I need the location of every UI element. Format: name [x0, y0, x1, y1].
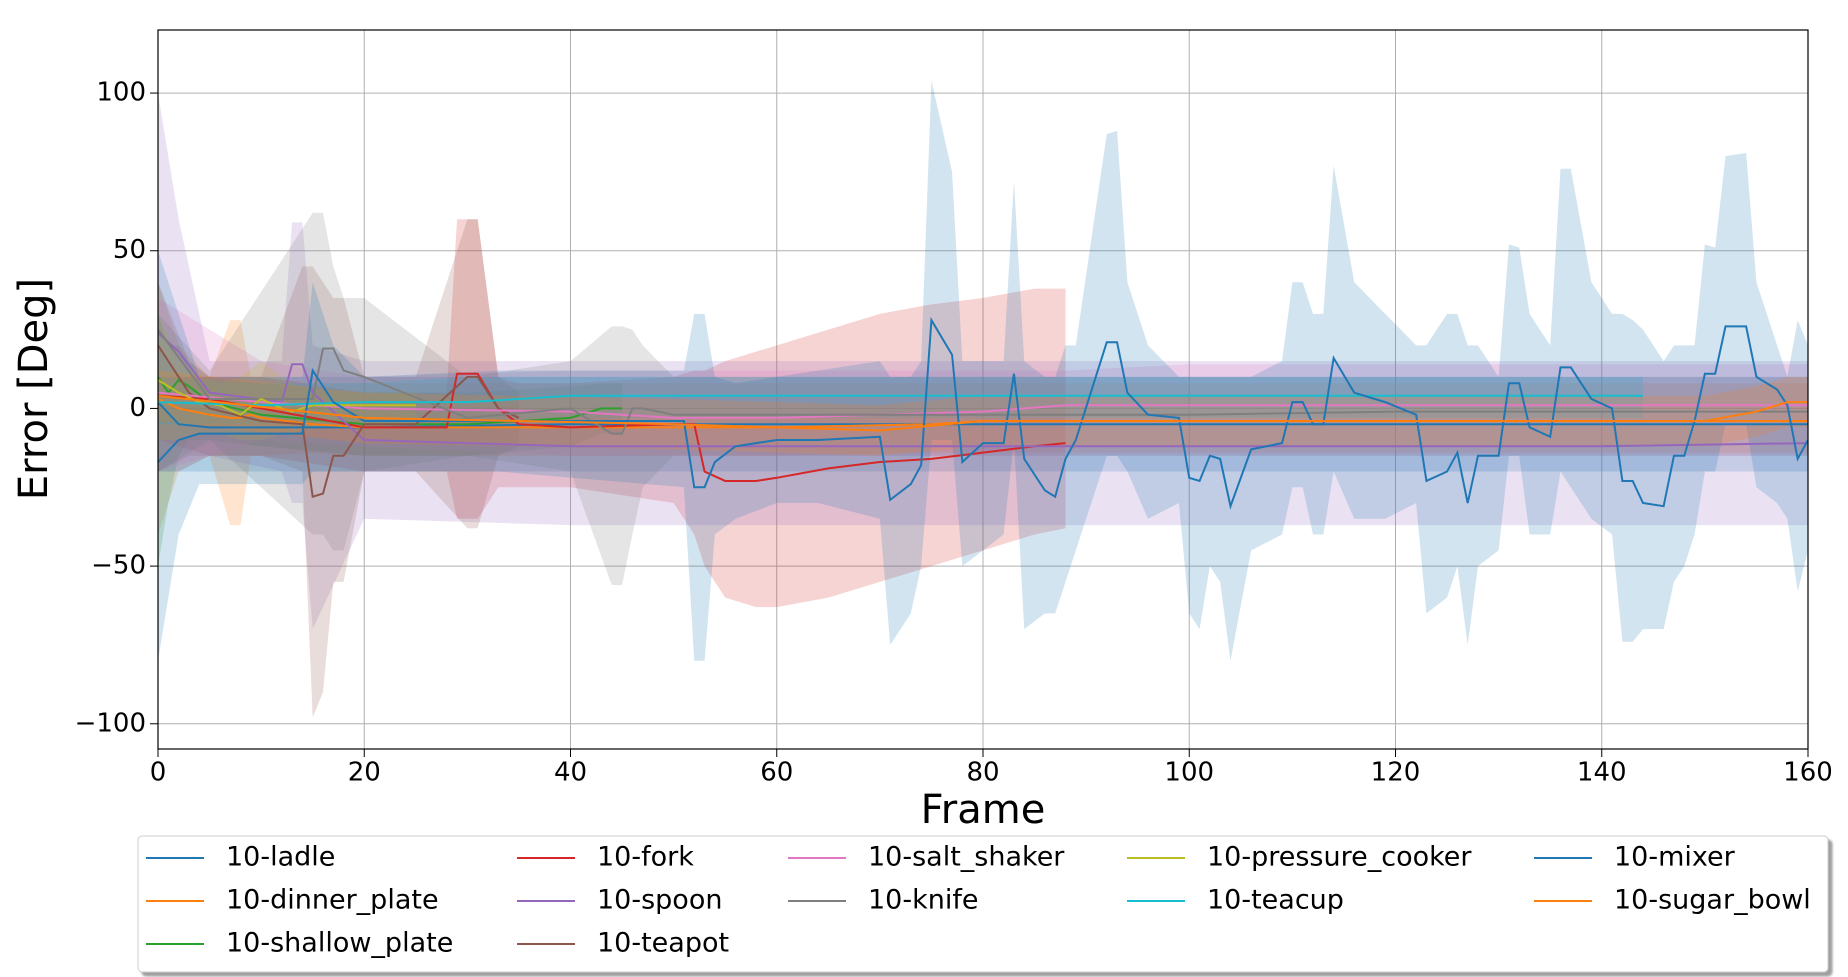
- series-line: [158, 332, 1808, 448]
- x-tick-label: 60: [760, 758, 793, 788]
- y-tick-label: −100: [75, 708, 146, 738]
- x-axis-label: Frame: [921, 787, 1046, 833]
- error-band: [158, 80, 1808, 661]
- series-line: [158, 394, 1808, 432]
- x-tick-label: 120: [1371, 758, 1421, 788]
- legend-label: 10-sugar_bowl: [1614, 885, 1811, 916]
- error-band: [158, 219, 519, 718]
- y-axis-label: Error [Deg]: [11, 278, 57, 500]
- error-band: [158, 282, 1808, 535]
- y-tick-label: 50: [113, 235, 146, 265]
- y-tick-label: 100: [96, 78, 146, 108]
- legend-label: 10-teacup: [1207, 885, 1344, 916]
- legend-label: 10-dinner_plate: [226, 885, 439, 916]
- x-tick-label: 140: [1577, 758, 1627, 788]
- x-tick-label: 100: [1164, 758, 1214, 788]
- legend-label: 10-spoon: [597, 885, 722, 916]
- legend-label: 10-ladle: [226, 842, 335, 873]
- legend-label: 10-shallow_plate: [226, 928, 453, 959]
- legend-label: 10-salt_shaker: [868, 842, 1065, 873]
- lines: [158, 316, 1808, 510]
- legend-label: 10-teapot: [597, 928, 729, 959]
- x-tick-label: 80: [966, 758, 999, 788]
- legend-label: 10-pressure_cooker: [1207, 842, 1472, 873]
- error-band: [158, 93, 1808, 630]
- ticks: 0 20 40 60 80 100 120 140 160 −100 −50 0 50 100: [75, 78, 1833, 788]
- y-tick-label: 0: [129, 393, 146, 423]
- legend: 10-ladle 10-dinner_plate 10-shallow_plate 1…: [146, 842, 1811, 959]
- error-band: [158, 345, 1808, 472]
- legend-label: 10-fork: [597, 842, 694, 873]
- series-line: [158, 401, 1808, 429]
- x-tick-label: 20: [348, 758, 381, 788]
- x-tick-label: 160: [1783, 758, 1833, 788]
- legend-label: 10-mixer: [1614, 842, 1736, 873]
- x-tick-label: 40: [554, 758, 587, 788]
- x-tick-label: 0: [150, 758, 167, 788]
- series-line: [158, 394, 1643, 407]
- series-line: [158, 344, 520, 499]
- series-line: [158, 316, 1808, 510]
- error-band: [158, 212, 1808, 586]
- legend-box: [137, 835, 1829, 973]
- legend-label: 10-knife: [868, 885, 978, 916]
- y-tick-label: −50: [91, 551, 146, 581]
- error-band: [158, 370, 1808, 456]
